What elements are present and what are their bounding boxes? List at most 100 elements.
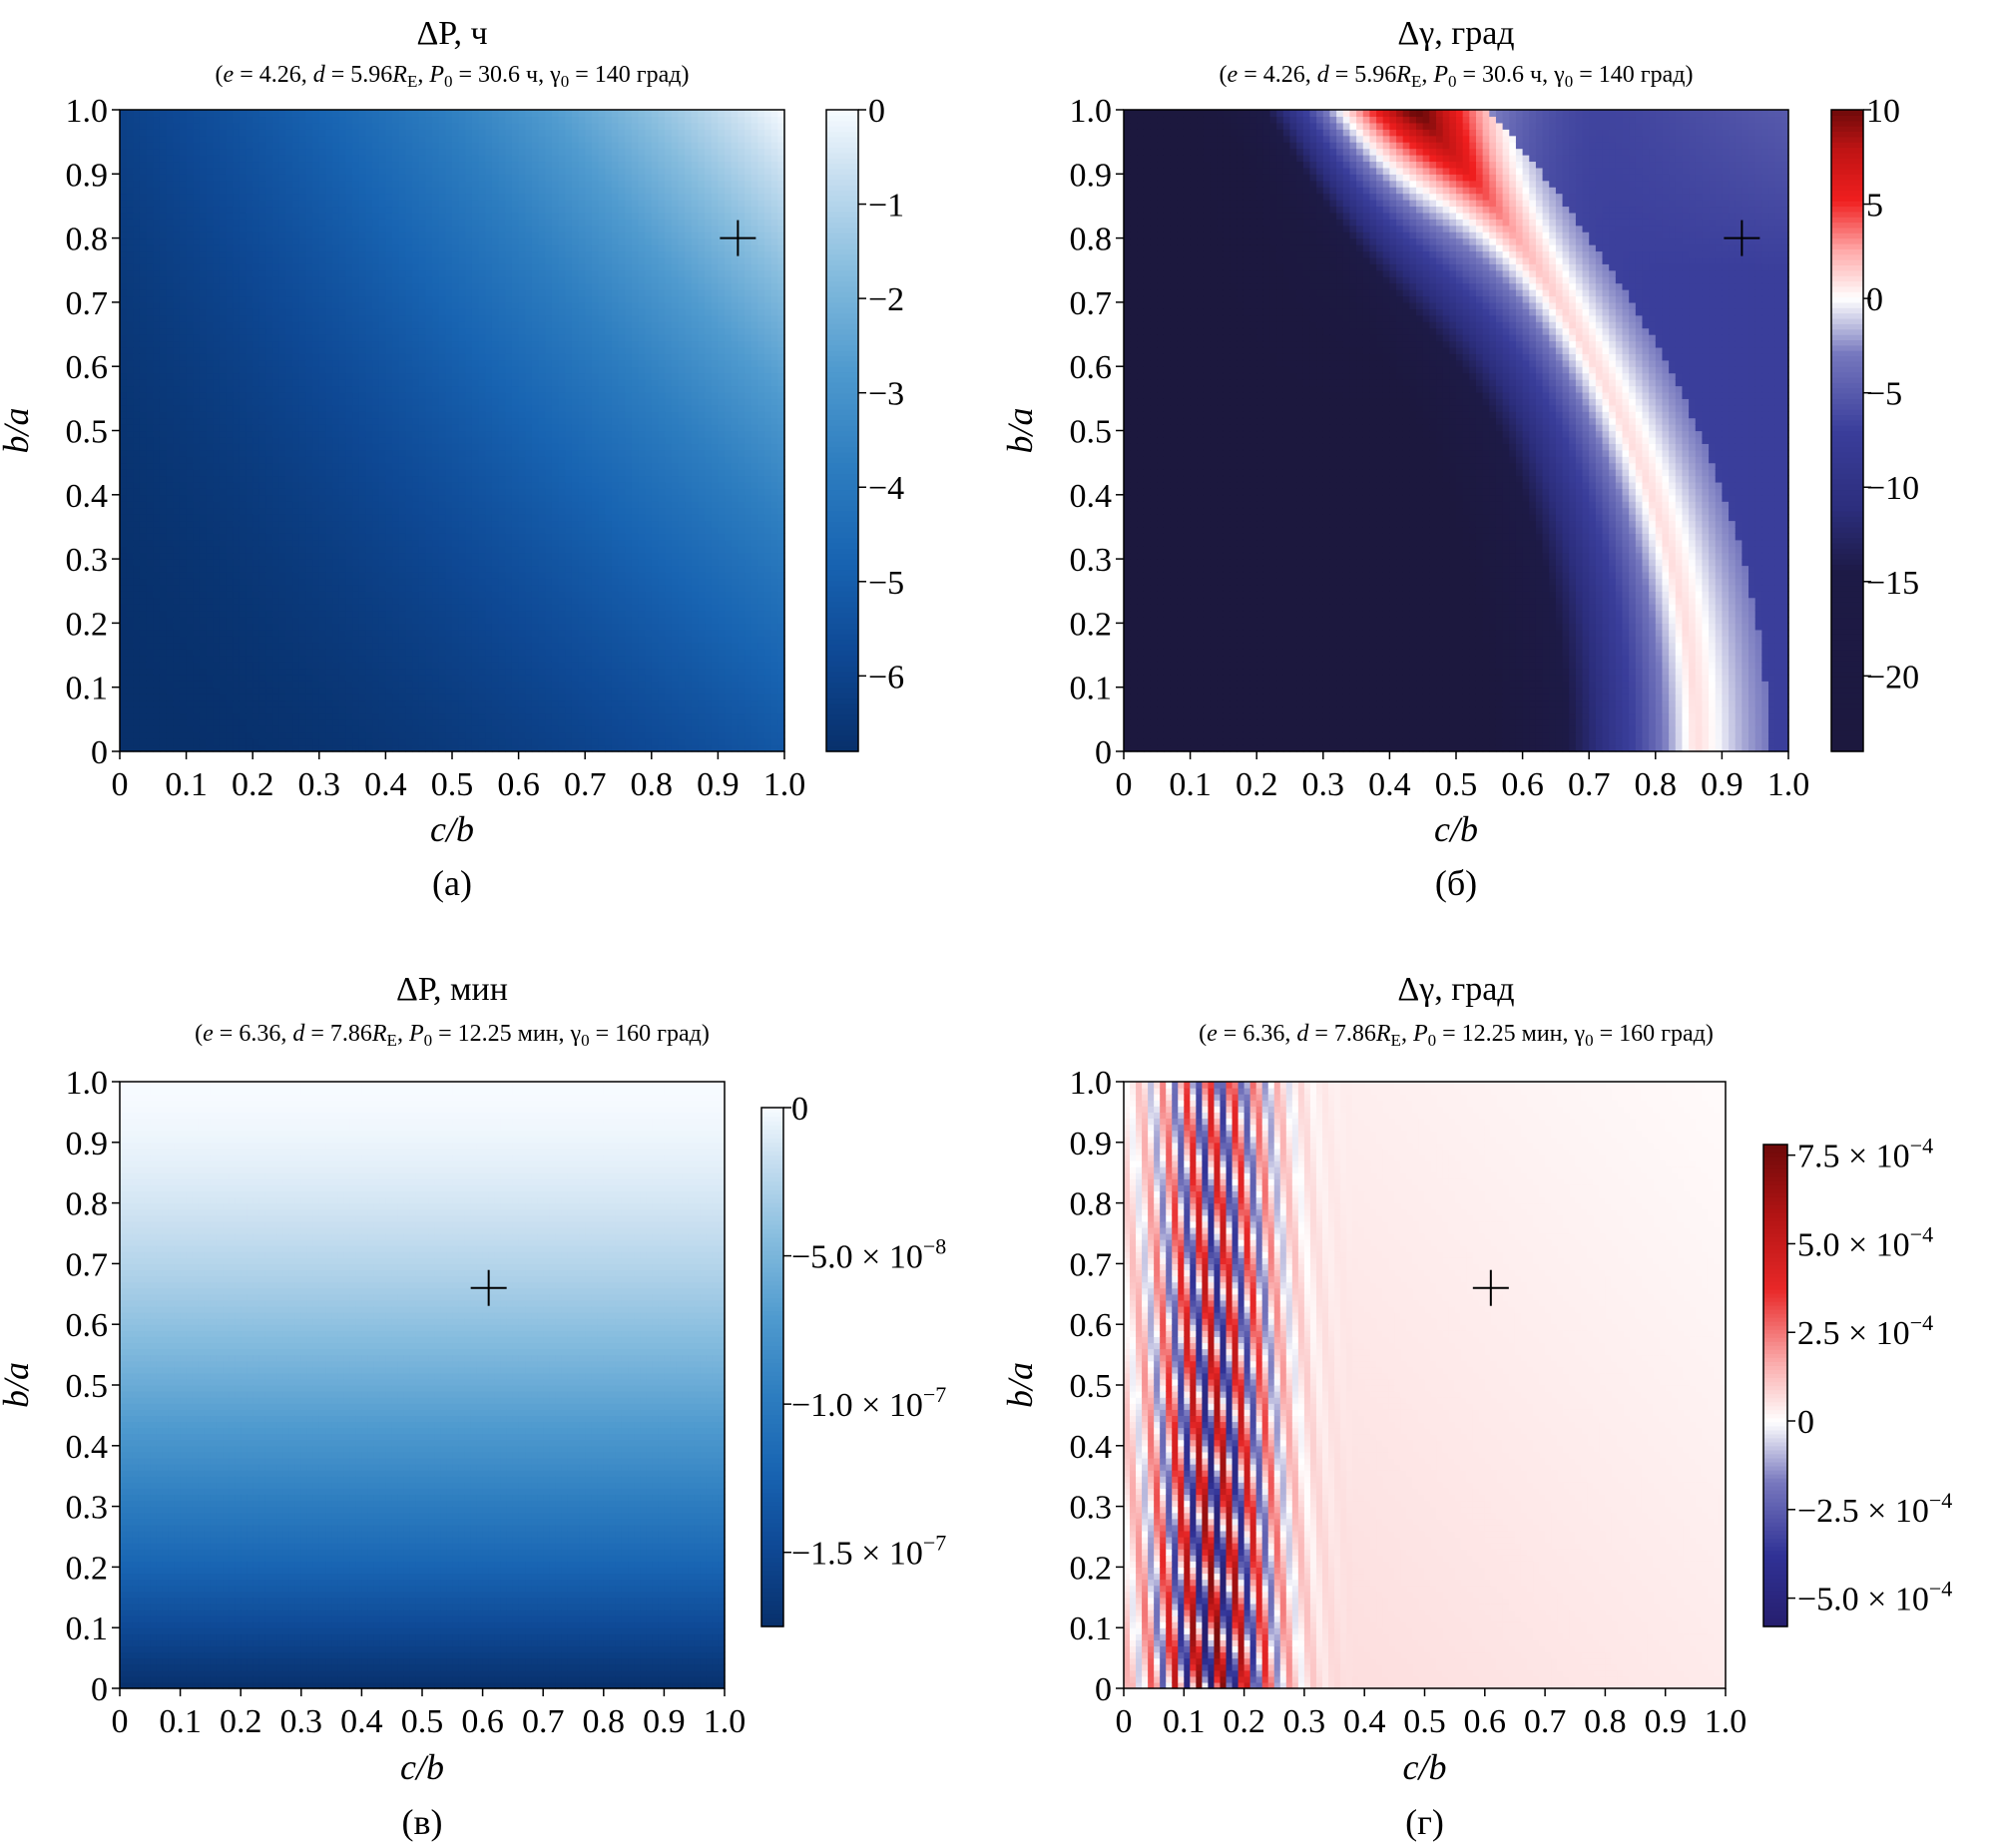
heatmap-cell [120, 636, 127, 643]
heatmap-cell [127, 110, 134, 117]
heatmap-cell [173, 649, 180, 656]
heatmap-cell [173, 668, 180, 675]
heatmap-cell [167, 142, 174, 149]
heatmap-cell [147, 244, 154, 251]
heatmap-cell [140, 656, 147, 663]
heatmap-cell [167, 411, 174, 418]
heatmap-cell [153, 533, 160, 540]
heatmap-cell [140, 636, 147, 643]
heatmap-cell [153, 482, 160, 489]
heatmap-cell [160, 533, 167, 540]
heatmap-cell [147, 194, 154, 201]
heatmap-cell [120, 123, 127, 130]
heatmap-cell [147, 283, 154, 290]
heatmap-cell [127, 604, 134, 611]
heatmap-cell [160, 398, 167, 405]
heatmap-cell [153, 732, 160, 739]
heatmap-cell [120, 719, 127, 726]
heatmap-cell [127, 226, 134, 232]
heatmap-cell [140, 187, 147, 194]
heatmap-cell [120, 527, 127, 534]
heatmap-cell [140, 398, 147, 405]
heatmap-cell [133, 194, 140, 201]
heatmap-cell [153, 200, 160, 207]
heatmap-cell [160, 681, 167, 688]
heatmap-cell [133, 611, 140, 618]
heatmap-cell [133, 527, 140, 534]
heatmap-cell [133, 385, 140, 392]
heatmap-cell [120, 231, 127, 238]
heatmap-cell [133, 360, 140, 367]
heatmap-cell [167, 719, 174, 726]
heatmap-cell [147, 385, 154, 392]
heatmap-cell [160, 116, 167, 123]
heatmap-cell [153, 161, 160, 168]
heatmap-cell [140, 328, 147, 335]
heatmap-cell [160, 238, 167, 245]
heatmap-cell [147, 527, 154, 534]
heatmap-cell [140, 289, 147, 296]
heatmap-cell [133, 289, 140, 296]
heatmap-cell [147, 725, 154, 732]
heatmap-cell [133, 263, 140, 270]
heatmap-cell [167, 116, 174, 123]
heatmap-cell [153, 302, 160, 309]
heatmap-cell [140, 623, 147, 630]
heatmap-cell [167, 187, 174, 194]
heatmap-cell [167, 514, 174, 521]
heatmap-cell [173, 463, 180, 470]
heatmap-cell [167, 566, 174, 573]
heatmap-cell [133, 174, 140, 181]
heatmap-cell [173, 488, 180, 495]
heatmap-cell [147, 476, 154, 483]
heatmap-cell [167, 366, 174, 373]
heatmap-cell [140, 482, 147, 489]
heatmap-cell [140, 681, 147, 688]
heatmap-cell [133, 424, 140, 431]
heatmap-cell [167, 725, 174, 732]
heatmap-cell [167, 559, 174, 566]
panel-a: ΔP, ч(e = 4.26, d = 5.96RE, P0 = 30.6 ч,… [0, 15, 904, 903]
heatmap-cell [120, 129, 127, 136]
heatmap-cell [120, 366, 127, 373]
heatmap-cell [147, 276, 154, 283]
heatmap-cell [140, 437, 147, 444]
heatmap-cell [133, 738, 140, 745]
heatmap-cell [133, 379, 140, 386]
heatmap-cell [127, 585, 134, 592]
heatmap-cell [147, 540, 154, 547]
heatmap-cell [140, 110, 147, 117]
heatmap-cell [133, 110, 140, 117]
heatmap-cell [160, 675, 167, 682]
heatmap-cell [153, 514, 160, 521]
heatmap-cell [127, 488, 134, 495]
heatmap-cell [167, 181, 174, 188]
heatmap-cell [133, 129, 140, 136]
heatmap-cell [160, 572, 167, 579]
heatmap-cell [153, 630, 160, 637]
heatmap-cell [140, 688, 147, 694]
heatmap-cell [167, 168, 174, 175]
heatmap-cell [127, 321, 134, 328]
heatmap-cell [120, 675, 127, 682]
heatmap-cell [140, 456, 147, 463]
heatmap-cell [167, 463, 174, 470]
heatmap-cell [160, 340, 167, 347]
heatmap-cell [153, 263, 160, 270]
heatmap-cell [140, 136, 147, 143]
heatmap-cell [127, 123, 134, 130]
heatmap-cell [147, 200, 154, 207]
heatmap-cell [167, 340, 174, 347]
heatmap-cell [140, 591, 147, 598]
heatmap-cell [127, 712, 134, 719]
heatmap-cell [160, 405, 167, 412]
heatmap-cell [133, 219, 140, 226]
heatmap-cell [160, 693, 167, 700]
heatmap-cell [127, 142, 134, 149]
heatmap-cell [147, 630, 154, 637]
heatmap-cell [127, 725, 134, 732]
heatmap-cell [160, 360, 167, 367]
heatmap-cell [153, 405, 160, 412]
heatmap-cell [147, 379, 154, 386]
heatmap-cell [160, 270, 167, 277]
